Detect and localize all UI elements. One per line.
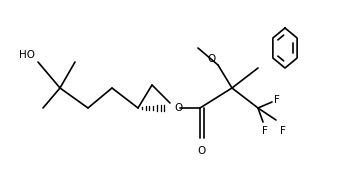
Text: O: O bbox=[208, 54, 216, 64]
Text: F: F bbox=[280, 126, 286, 136]
Text: O: O bbox=[198, 146, 206, 156]
Text: F: F bbox=[262, 126, 268, 136]
Text: O: O bbox=[174, 103, 182, 113]
Text: HO: HO bbox=[19, 50, 35, 60]
Text: F: F bbox=[274, 95, 280, 105]
